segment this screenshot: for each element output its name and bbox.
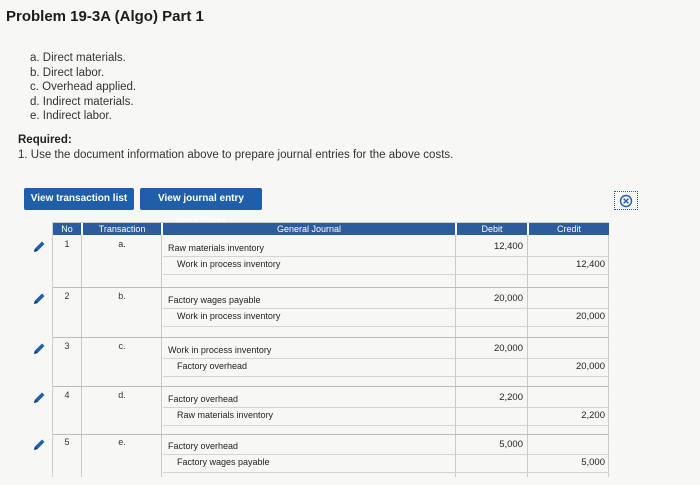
row-divider <box>53 337 609 338</box>
entry-number: 5 <box>64 437 70 447</box>
row-divider <box>163 454 609 455</box>
transaction-letter: c. <box>118 341 126 351</box>
debit-amount[interactable]: 5,000 <box>499 439 523 450</box>
edit-pencil-icon[interactable] <box>31 291 47 307</box>
entry-number: 4 <box>64 390 70 400</box>
edit-pencil-icon[interactable] <box>31 437 47 453</box>
credit-amount[interactable]: 20,000 <box>575 311 605 322</box>
view-transaction-list-button[interactable]: View transaction list <box>24 188 134 210</box>
credit-amount[interactable]: 2,200 <box>581 410 605 421</box>
row-divider <box>163 358 609 359</box>
required-instruction: 1. Use the document information above to… <box>18 149 454 161</box>
list-item: a. Direct materials. <box>30 52 126 64</box>
list-item: d. Indirect materials. <box>30 95 134 108</box>
row-divider <box>163 326 609 327</box>
table-row: 4 d. Factory overhead Raw materials inve… <box>34 388 609 432</box>
credit-amount[interactable]: 5,000 <box>581 457 605 468</box>
view-journal-entry-worksheet-button[interactable]: View journal entry worksheet <box>140 188 262 226</box>
credit-account[interactable]: Work in process inventory <box>177 311 281 321</box>
table-row: 1 a. Raw materials inventory Work in pro… <box>34 237 609 281</box>
credit-amount[interactable]: 20,000 <box>575 361 605 372</box>
required-heading: Required: <box>18 134 72 146</box>
list-item: c. Overhead applied. <box>30 81 137 93</box>
row-divider <box>53 287 609 288</box>
row-divider <box>53 434 609 435</box>
row-divider <box>53 386 609 387</box>
journal-entry-table: No Transaction General Journal Debit Cre… <box>34 222 609 477</box>
list-item: b. Direct labor. <box>30 66 105 79</box>
debit-amount[interactable]: 2,200 <box>499 392 523 403</box>
entry-number: 2 <box>64 291 70 301</box>
transaction-letter: a. <box>118 239 126 249</box>
column-header-no: No <box>53 223 81 235</box>
column-divider <box>81 235 82 477</box>
close-icon <box>619 194 633 207</box>
debit-account[interactable]: Factory overhead <box>168 441 239 451</box>
row-divider <box>163 376 609 377</box>
row-divider <box>163 256 609 257</box>
list-item: e. Indirect labor. <box>30 110 112 122</box>
row-divider <box>163 274 609 275</box>
row-divider <box>163 407 609 408</box>
column-divider <box>161 235 162 477</box>
transaction-letter: e. <box>118 437 126 447</box>
column-header-general-journal: General Journal <box>163 223 455 235</box>
debit-account[interactable]: Factory wages payable <box>168 295 261 305</box>
cost-item-list: a. Direct materials. b. Direct labor. c.… <box>30 51 136 124</box>
debit-amount[interactable]: 20,000 <box>493 343 523 354</box>
table-row: 3 c. Work in process inventory Factory o… <box>34 339 609 383</box>
row-divider <box>163 425 609 426</box>
credit-amount[interactable]: 12,400 <box>575 259 605 270</box>
table-row: 2 b. Factory wages payable Work in proce… <box>34 289 609 333</box>
edit-pencil-icon[interactable] <box>31 341 47 357</box>
credit-account[interactable]: Factory wages payable <box>177 457 270 467</box>
page-title: Problem 19-3A (Algo) Part 1 <box>6 8 204 25</box>
entry-number: 3 <box>64 341 70 351</box>
column-divider <box>455 235 456 477</box>
table-row: 5 e. Factory overhead Factory wages paya… <box>34 435 609 477</box>
transaction-letter: b. <box>118 291 126 301</box>
transaction-letter: d. <box>118 390 126 400</box>
debit-account[interactable]: Work in process inventory <box>168 345 272 355</box>
column-header-debit: Debit <box>457 223 527 235</box>
credit-account[interactable]: Work in process inventory <box>177 259 281 269</box>
credit-account[interactable]: Factory overhead <box>177 361 248 371</box>
row-divider <box>163 472 609 473</box>
column-header-credit: Credit <box>529 223 609 235</box>
debit-account[interactable]: Factory overhead <box>168 394 239 404</box>
column-divider <box>527 235 528 477</box>
credit-account[interactable]: Raw materials inventory <box>177 410 274 420</box>
row-divider <box>163 308 609 309</box>
entry-number: 1 <box>64 239 70 249</box>
edit-pencil-icon[interactable] <box>31 239 47 255</box>
debit-amount[interactable]: 20,000 <box>493 293 523 304</box>
debit-amount[interactable]: 12,400 <box>493 241 523 252</box>
edit-pencil-icon[interactable] <box>31 390 47 406</box>
column-header-transaction: Transaction <box>83 223 161 235</box>
debit-account[interactable]: Raw materials inventory <box>168 243 265 253</box>
column-divider <box>608 235 609 477</box>
close-button[interactable] <box>614 191 638 210</box>
